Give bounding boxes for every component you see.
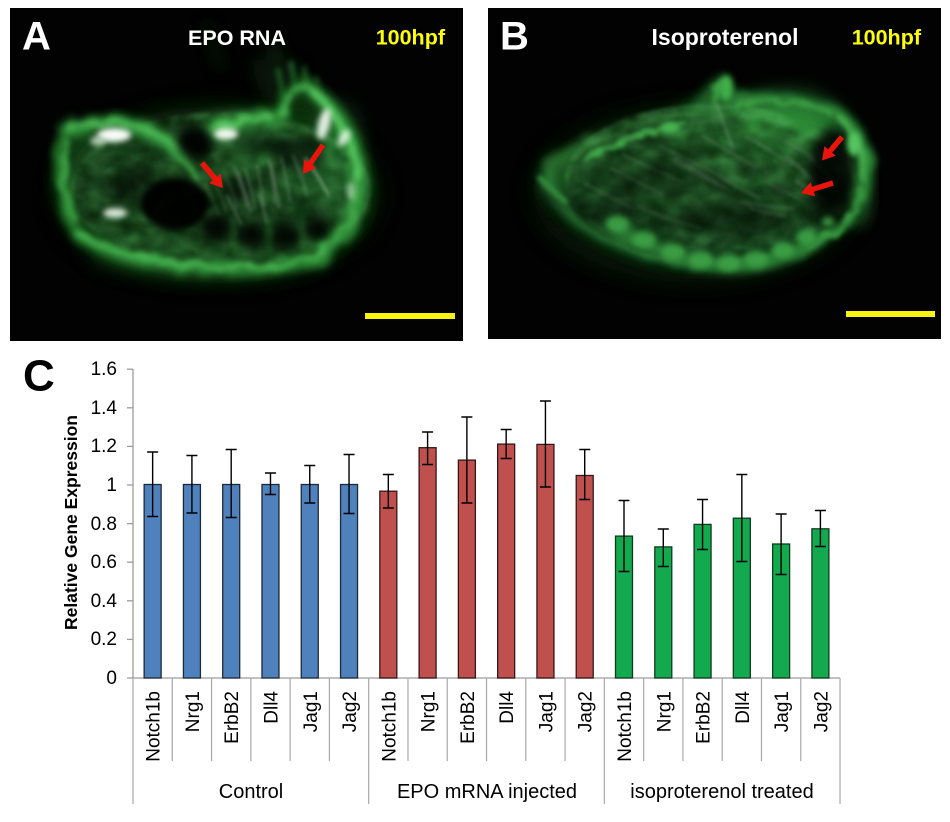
svg-text:Nrg1: Nrg1 [654,691,675,732]
svg-text:Jag2: Jag2 [811,691,832,732]
svg-text:1.6: 1.6 [91,359,117,380]
svg-text:Notch1b: Notch1b [379,691,400,762]
svg-text:0.6: 0.6 [91,552,117,573]
svg-text:C: C [23,352,55,401]
svg-text:100hpf: 100hpf [376,26,446,50]
svg-text:Dll4: Dll4 [733,691,754,724]
svg-text:0: 0 [106,668,117,689]
svg-text:isoproterenol treated: isoproterenol treated [630,781,813,803]
svg-text:Notch1b: Notch1b [615,691,636,762]
svg-text:EPO RNA: EPO RNA [188,26,286,50]
svg-text:A: A [22,15,51,59]
svg-text:1.4: 1.4 [91,398,118,419]
svg-text:ErbB2: ErbB2 [458,691,479,744]
svg-text:Jag2: Jag2 [340,691,361,732]
svg-text:Dll4: Dll4 [497,691,518,724]
svg-text:ErbB2: ErbB2 [222,691,243,744]
svg-text:Control: Control [219,781,283,803]
svg-text:Notch1b: Notch1b [144,691,165,762]
svg-text:ErbB2: ErbB2 [694,691,715,744]
svg-text:1: 1 [106,475,117,496]
svg-text:Dll4: Dll4 [261,691,282,724]
svg-text:Jag1: Jag1 [772,691,793,732]
svg-text:0.8: 0.8 [91,514,117,535]
svg-text:Isoproterenol: Isoproterenol [652,24,799,50]
svg-text:1.2: 1.2 [91,436,117,457]
svg-text:Jag1: Jag1 [536,691,557,732]
svg-text:Jag1: Jag1 [301,691,322,732]
svg-text:Jag2: Jag2 [576,691,597,732]
svg-text:Relative Gene Expression: Relative Gene Expression [61,415,81,630]
svg-text:Nrg1: Nrg1 [419,691,440,732]
svg-text:0.4: 0.4 [91,591,118,612]
svg-text:100hpf: 100hpf [852,26,922,50]
svg-text:EPO mRNA injected: EPO mRNA injected [397,781,577,803]
svg-text:Nrg1: Nrg1 [183,691,204,732]
svg-text:0.2: 0.2 [91,629,117,650]
svg-text:B: B [500,15,529,59]
